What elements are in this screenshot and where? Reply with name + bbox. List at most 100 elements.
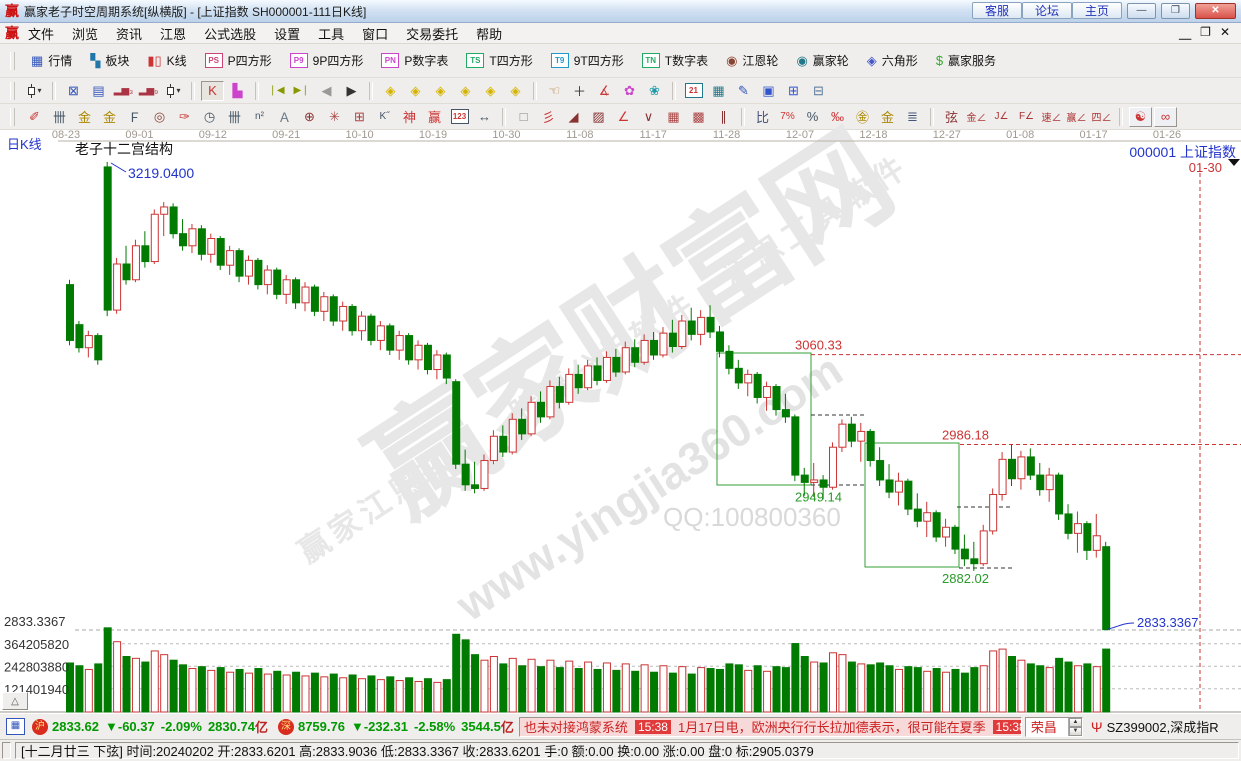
tool-square-grid[interactable]: ⊞ bbox=[348, 107, 371, 127]
tool-prev-bar[interactable]: ◀ bbox=[315, 81, 338, 101]
service-button[interactable]: 客服 bbox=[971, 2, 1022, 19]
tool-n-square[interactable]: n² bbox=[248, 107, 271, 127]
home-button[interactable]: 主页 bbox=[1071, 2, 1122, 19]
tool-t-number-table[interactable]: TN T数字表 bbox=[633, 52, 717, 69]
tool-drag-hand[interactable]: ☜ bbox=[543, 81, 566, 101]
tool-winner-wheel[interactable]: ◉ 赢家轮 bbox=[787, 52, 857, 69]
tool-percent[interactable]: % bbox=[801, 107, 824, 127]
tool-winner-service[interactable]: $ 赢家服务 bbox=[927, 52, 1005, 69]
tool-print[interactable]: ⊟ bbox=[807, 81, 830, 101]
tool-candle-style-dropdown[interactable]: ▾ bbox=[162, 81, 185, 101]
expand-pane-button[interactable]: △ bbox=[2, 692, 28, 710]
tool-angle-measure[interactable]: ∡ bbox=[593, 81, 616, 101]
window-minimize-button[interactable]: — bbox=[1127, 3, 1156, 19]
tool-fan-shaded[interactable]: ◢ bbox=[562, 107, 585, 127]
tool-tool-magenta[interactable]: ✿ bbox=[618, 81, 641, 101]
tool-p-number-table[interactable]: PN P数字表 bbox=[372, 52, 457, 69]
market-grid-icon[interactable]: ▦ bbox=[6, 718, 25, 735]
tool-f-angle[interactable]: F∠ bbox=[1015, 107, 1038, 127]
tool-four-angle[interactable]: 四∠ bbox=[1090, 107, 1113, 127]
tool-window-manager[interactable]: ⊞ bbox=[782, 81, 805, 101]
menu-item-window-menu[interactable]: 窗口 bbox=[362, 26, 389, 42]
tool-cycle-contract[interactable]: ◈ bbox=[454, 81, 477, 101]
tool-hexagon[interactable]: ◈ 六角形 bbox=[858, 52, 927, 69]
tool-kline[interactable]: ▮▯ K线 bbox=[138, 52, 195, 69]
kline-chart-canvas[interactable]: 08-23 09-01 09-12 09-21 10-10 10-19 10-30 11-08… bbox=[0, 130, 1241, 713]
menu-item-formula-stock-pick[interactable]: 公式选股 bbox=[204, 26, 257, 42]
forum-button[interactable]: 论坛 bbox=[1021, 2, 1072, 19]
tool-next-bar[interactable]: ▶ bbox=[340, 81, 363, 101]
menu-item-settings[interactable]: 设置 bbox=[274, 26, 301, 42]
tool-compass[interactable]: ⊕ bbox=[298, 107, 321, 127]
window-close-button[interactable]: ✕ bbox=[1195, 3, 1236, 19]
tool-ruler-123[interactable]: 123 bbox=[448, 107, 471, 127]
tool-box-tool[interactable]: □ bbox=[512, 107, 535, 127]
tool-grid-ticks[interactable]: 卌 bbox=[223, 107, 246, 127]
tool-gold-line[interactable]: 金 bbox=[876, 107, 899, 127]
tool-cycle-left[interactable]: ◈ bbox=[379, 81, 402, 101]
tool-ying-angle[interactable]: 赢∠ bbox=[1065, 107, 1088, 127]
tool-gann-fan[interactable]: 彡 bbox=[537, 107, 560, 127]
tool-save[interactable]: ▣ bbox=[757, 81, 780, 101]
stock-picker-spinner[interactable]: 荣昌 ▲ ▼ bbox=[1024, 716, 1083, 737]
tool-gold-angle[interactable]: 金∠ bbox=[965, 107, 988, 127]
feed-stock-label[interactable]: SZ399002,深成指R bbox=[1106, 720, 1219, 735]
menu-item-gann[interactable]: 江恩 bbox=[160, 26, 187, 42]
tool-cycle-expand[interactable]: ◈ bbox=[429, 81, 452, 101]
menu-item-news[interactable]: 资讯 bbox=[116, 26, 143, 42]
menu-item-help[interactable]: 帮助 bbox=[476, 26, 503, 42]
tool-crosshair[interactable]: ＋ bbox=[568, 81, 591, 101]
tool-grid-red-2[interactable]: ▩ bbox=[687, 107, 710, 127]
tool-gold-circle[interactable]: ㊎ bbox=[851, 107, 874, 127]
tool-cycle-right[interactable]: ◈ bbox=[404, 81, 427, 101]
tool-a-channel[interactable]: Ａ bbox=[273, 107, 296, 127]
child-minimize-button[interactable]: ＿ bbox=[1179, 26, 1192, 41]
tool-network-lines[interactable]: ⊠ bbox=[62, 81, 85, 101]
tool-speed-angle[interactable]: 速∠ bbox=[1040, 107, 1063, 127]
tool-price-bars[interactable]: 比 bbox=[751, 107, 774, 127]
news-ticker[interactable]: 也未对接鸿蒙系统 15:38 1月17日电，欧洲央行行长拉加德表示，很可能在夏季 15… bbox=[518, 716, 1022, 737]
tool-gold-ratio-1[interactable]: 金 bbox=[73, 107, 96, 127]
tool-spiral[interactable]: ◎ bbox=[148, 107, 171, 127]
menu-item-tools[interactable]: 工具 bbox=[318, 26, 345, 42]
tool-go-last[interactable]: ▶❘ bbox=[290, 81, 313, 101]
child-close-button[interactable]: ✕ bbox=[1219, 24, 1230, 39]
tool-tool-cyan[interactable]: ❀ bbox=[643, 81, 666, 101]
tool-go-first[interactable]: ❘◀ bbox=[265, 81, 288, 101]
tool-p-square[interactable]: PS P四方形 bbox=[196, 52, 281, 69]
tool-9p-square[interactable]: P9 9P四方形 bbox=[281, 52, 373, 69]
tool-minute-chart-3[interactable]: ▂▅₃ bbox=[112, 81, 135, 101]
tool-zigzag[interactable]: ∨ bbox=[637, 107, 660, 127]
tool-percent-slash[interactable]: 7% bbox=[776, 107, 799, 127]
picker-down-button[interactable]: ▼ bbox=[1068, 726, 1082, 736]
tool-period-candle-dropdown[interactable]: ▾ bbox=[23, 81, 46, 101]
tool-f10-info[interactable]: ▤ bbox=[87, 81, 110, 101]
tool-time-circle[interactable]: ◷ bbox=[198, 107, 221, 127]
tool-brush-red[interactable]: ✐ bbox=[23, 107, 46, 127]
tool-k-overlay[interactable]: K bbox=[201, 80, 224, 101]
tool-gann-grid-h[interactable]: 卌 bbox=[48, 107, 71, 127]
child-restore-button[interactable]: ❐ bbox=[1200, 24, 1211, 39]
picker-up-button[interactable]: ▲ bbox=[1068, 717, 1082, 727]
tool-shen-tool[interactable]: 神 bbox=[398, 107, 421, 127]
tool-brush-2[interactable]: ✑ bbox=[173, 107, 196, 127]
tool-quotes[interactable]: ▦ 行情 bbox=[22, 52, 81, 69]
tool-width-measure[interactable]: ↔ bbox=[473, 107, 496, 127]
tool-step-nodes[interactable]: ≣ bbox=[901, 107, 924, 127]
tool-cycle-expand-all[interactable]: ◈ bbox=[479, 81, 502, 101]
tool-ying-tool[interactable]: 赢 bbox=[423, 107, 446, 127]
tool-gann-wheel[interactable]: ◉ 江恩轮 bbox=[717, 52, 787, 69]
tool-sectors[interactable]: ▚ 板块 bbox=[81, 52, 138, 69]
tool-angle-line[interactable]: ∠ bbox=[612, 107, 635, 127]
tool-gold-ratio-2[interactable]: 金 bbox=[98, 107, 121, 127]
window-restore-button[interactable]: ❐ bbox=[1161, 3, 1190, 19]
tool-9t-square[interactable]: T9 9T四方形 bbox=[542, 52, 633, 69]
menu-item-trade-entrust[interactable]: 交易委托 bbox=[406, 26, 459, 42]
menu-item-browse[interactable]: 浏览 bbox=[72, 26, 99, 42]
tool-notes[interactable]: ✎ bbox=[732, 81, 755, 101]
tool-t-square[interactable]: TS T四方形 bbox=[457, 52, 541, 69]
tool-calculator[interactable]: ▦ bbox=[707, 81, 730, 101]
tool-parallel-lines[interactable]: ∥ bbox=[712, 107, 735, 127]
tool-grid-red[interactable]: ▦ bbox=[662, 107, 685, 127]
tool-minute-chart-9[interactable]: ▂▅₉ bbox=[137, 81, 160, 101]
